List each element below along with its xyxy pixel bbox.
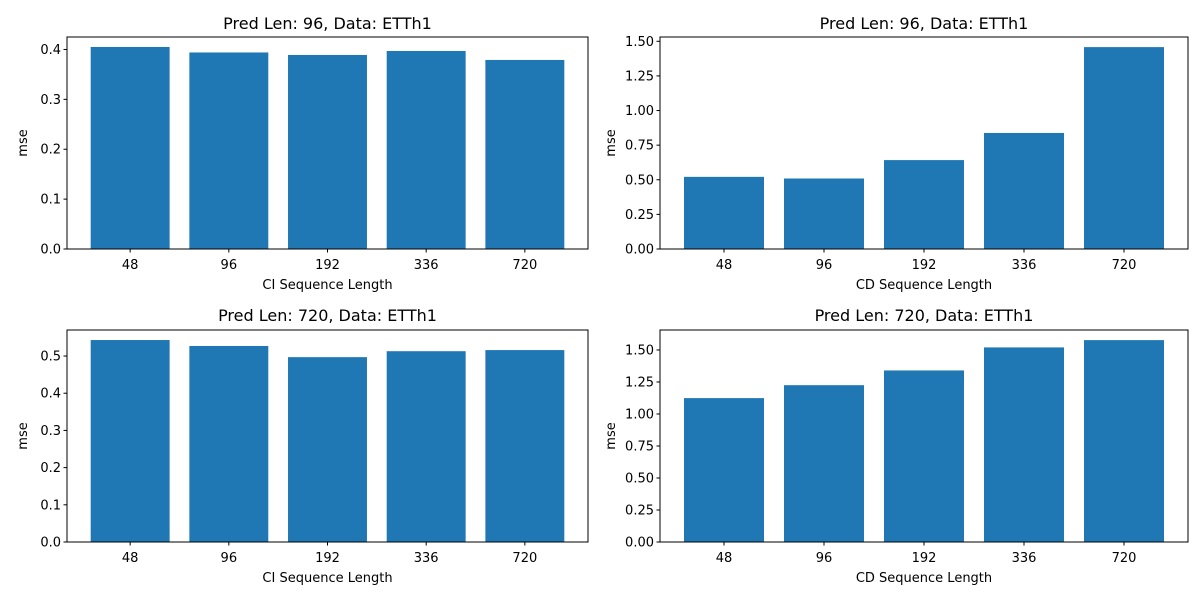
y-tick-label: 1.00: [625, 407, 654, 422]
y-tick-label: 0.4: [40, 43, 61, 58]
x-tick-label: 96: [221, 258, 238, 273]
x-tick-label: 720: [1112, 258, 1137, 273]
x-tick-label: 192: [315, 551, 340, 566]
y-tick-label: 0.5: [40, 350, 61, 365]
x-tick-label: 336: [1012, 551, 1037, 566]
bar-720: [1084, 47, 1164, 249]
x-tick-label: 48: [716, 551, 733, 566]
y-tick-label: 0.1: [40, 193, 61, 208]
y-tick-label: 1.50: [625, 343, 654, 358]
bar-720: [485, 59, 565, 250]
y-tick-label: 0.50: [625, 173, 654, 188]
x-axis-label: CI Sequence Length: [262, 571, 392, 586]
x-axis-label: CD Sequence Length: [856, 278, 992, 293]
y-tick-label: 0.75: [625, 439, 654, 454]
bar-336: [386, 50, 466, 249]
x-tick-label: 96: [816, 551, 833, 566]
bar-192: [288, 54, 367, 250]
y-tick-label: 0.00: [625, 536, 654, 551]
x-tick-label: 192: [912, 258, 937, 273]
bar-192: [884, 370, 964, 542]
y-axis-label: mse: [16, 129, 31, 156]
subplot-top-right: Pred Len: 96, Data: ETTh1 CD Sequence Le…: [604, 14, 1189, 293]
y-tick-label: 0.3: [40, 93, 61, 108]
bar-336: [984, 132, 1064, 249]
bar-96: [189, 52, 269, 250]
x-tick-label: 720: [512, 258, 537, 273]
y-tick-label: 0.0: [40, 243, 61, 258]
bar-48: [684, 176, 764, 249]
bar-96: [784, 178, 864, 249]
x-tick-label: 720: [1112, 551, 1137, 566]
y-tick-label: 0.3: [40, 424, 61, 439]
x-tick-label: 720: [512, 551, 537, 566]
subplot-title: Pred Len: 720, Data: ETTh1: [815, 306, 1034, 325]
y-tick-label: 0.25: [625, 208, 654, 223]
x-tick-label: 192: [912, 551, 937, 566]
bar-96: [189, 345, 269, 542]
y-tick-label: 0.75: [625, 139, 654, 154]
subplot-title: Pred Len: 96, Data: ETTh1: [820, 14, 1029, 33]
bar-336: [386, 351, 466, 542]
subplot-bottom-left: Pred Len: 720, Data: ETTh1 CI Sequence L…: [16, 306, 589, 586]
y-tick-label: 0.4: [40, 387, 61, 402]
x-tick-label: 336: [414, 551, 439, 566]
y-axis-label: mse: [604, 422, 619, 449]
x-tick-label: 336: [414, 258, 439, 273]
y-tick-label: 1.50: [625, 35, 654, 50]
x-tick-label: 48: [122, 551, 139, 566]
x-tick-label: 192: [315, 258, 340, 273]
x-axis-label: CI Sequence Length: [262, 278, 392, 293]
bar-96: [784, 385, 864, 542]
bar-48: [684, 398, 764, 542]
y-tick-label: 0.1: [40, 498, 61, 513]
y-tick-label: 1.25: [625, 375, 654, 390]
bar-192: [884, 160, 964, 249]
bar-336: [984, 347, 1064, 542]
bar-48: [90, 340, 170, 542]
bar-720: [485, 350, 565, 542]
subplot-title: Pred Len: 720, Data: ETTh1: [218, 306, 437, 325]
y-tick-label: 1.25: [625, 69, 654, 84]
x-axis-label: CD Sequence Length: [856, 571, 992, 586]
bar-192: [288, 357, 367, 542]
subplot-title: Pred Len: 96, Data: ETTh1: [223, 14, 432, 33]
y-axis-label: mse: [16, 422, 31, 449]
x-tick-label: 48: [122, 258, 139, 273]
y-tick-label: 0.50: [625, 471, 654, 486]
subplot-bottom-right: Pred Len: 720, Data: ETTh1 CD Sequence L…: [604, 306, 1189, 586]
x-tick-label: 48: [716, 258, 733, 273]
y-axis-label: mse: [604, 129, 619, 156]
x-tick-label: 336: [1012, 258, 1037, 273]
y-tick-label: 0.0: [40, 536, 61, 551]
x-tick-label: 96: [221, 551, 238, 566]
y-tick-label: 0.2: [40, 143, 61, 158]
y-tick-label: 0.2: [40, 461, 61, 476]
bar-720: [1084, 340, 1164, 542]
bar-48: [90, 46, 170, 250]
y-tick-label: 1.00: [625, 104, 654, 119]
y-tick-label: 0.00: [625, 243, 654, 258]
y-tick-label: 0.25: [625, 504, 654, 519]
x-tick-label: 96: [816, 258, 833, 273]
subplot-top-left: Pred Len: 96, Data: ETTh1 CI Sequence Le…: [16, 14, 589, 293]
